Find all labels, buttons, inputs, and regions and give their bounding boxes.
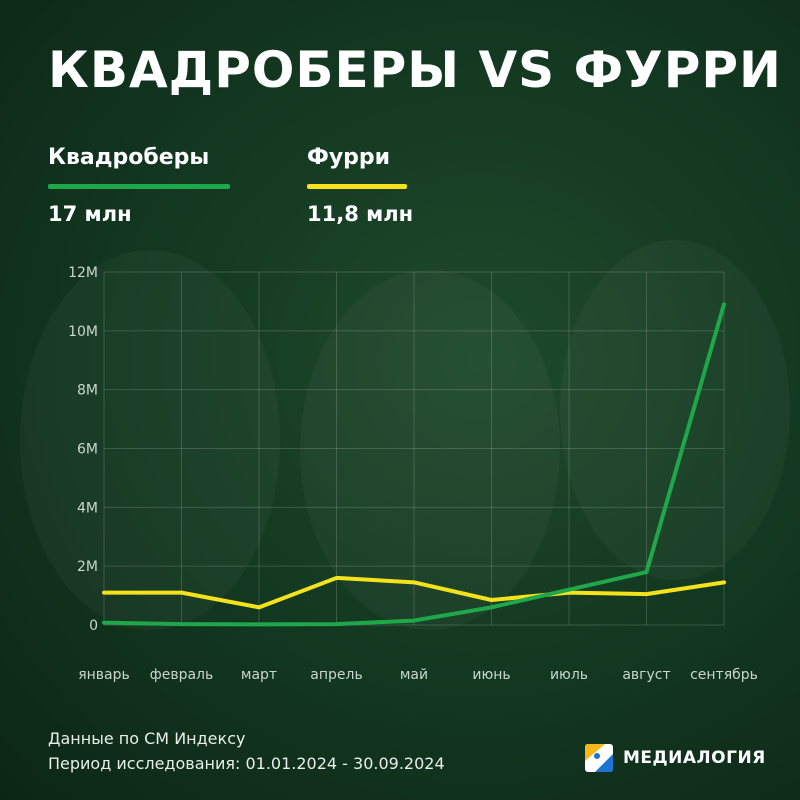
x-tick-label: сентябрь bbox=[690, 667, 758, 683]
line-chart: 0 2M 4M 6M 8M 10M 12M январь февраль март апрель м… bbox=[68, 265, 758, 683]
legend-swatch bbox=[48, 184, 230, 189]
y-tick-label: 10M bbox=[68, 324, 98, 340]
legend-label: Фурри bbox=[307, 145, 391, 170]
footer-notes: Данные по СМ Индексу Период исследования… bbox=[48, 726, 445, 776]
y-tick-label: 0 bbox=[89, 618, 98, 634]
footer-source: Данные по СМ Индексу bbox=[48, 729, 246, 748]
series-line bbox=[102, 575, 726, 610]
x-tick-label: июнь bbox=[472, 667, 510, 683]
legend-total: 11,8 млн bbox=[307, 202, 414, 226]
x-tick-label: май bbox=[400, 667, 428, 683]
y-tick-label: 4M bbox=[77, 500, 98, 516]
legend-item-furry: Фурри 11,8 млн bbox=[307, 140, 414, 231]
x-tick-label: январь bbox=[78, 667, 130, 683]
series-line bbox=[102, 302, 726, 627]
medialogia-logo-icon bbox=[585, 744, 613, 772]
x-axis: январь февраль март апрель май июнь июль август… bbox=[78, 667, 758, 683]
chart-lines bbox=[102, 302, 726, 627]
y-tick-label: 12M bbox=[68, 265, 98, 281]
legend-total: 17 млн bbox=[48, 202, 132, 226]
x-tick-label: апрель bbox=[310, 667, 362, 683]
x-tick-label: август bbox=[622, 667, 670, 683]
y-tick-label: 8M bbox=[77, 383, 98, 399]
legend-label: Квадроберы bbox=[48, 145, 210, 170]
legend-swatch bbox=[307, 184, 407, 189]
footer-period: Период исследования: 01.01.2024 - 30.09.… bbox=[48, 754, 445, 773]
y-tick-label: 6M bbox=[77, 442, 98, 458]
y-axis: 0 2M 4M 6M 8M 10M 12M bbox=[68, 265, 98, 634]
x-tick-label: март bbox=[241, 667, 277, 683]
brand: МЕДИАЛОГИЯ bbox=[585, 744, 766, 772]
x-tick-label: февраль bbox=[150, 667, 214, 683]
chart-grid bbox=[103, 271, 725, 626]
page-title: КВАДРОБЕРЫ VS ФУРРИ bbox=[48, 41, 782, 99]
legend-item-quadrobers: Квадроберы 17 млн bbox=[48, 140, 230, 231]
y-tick-label: 2M bbox=[77, 559, 98, 575]
brand-name: МЕДИАЛОГИЯ bbox=[623, 748, 766, 768]
x-tick-label: июль bbox=[550, 667, 588, 683]
